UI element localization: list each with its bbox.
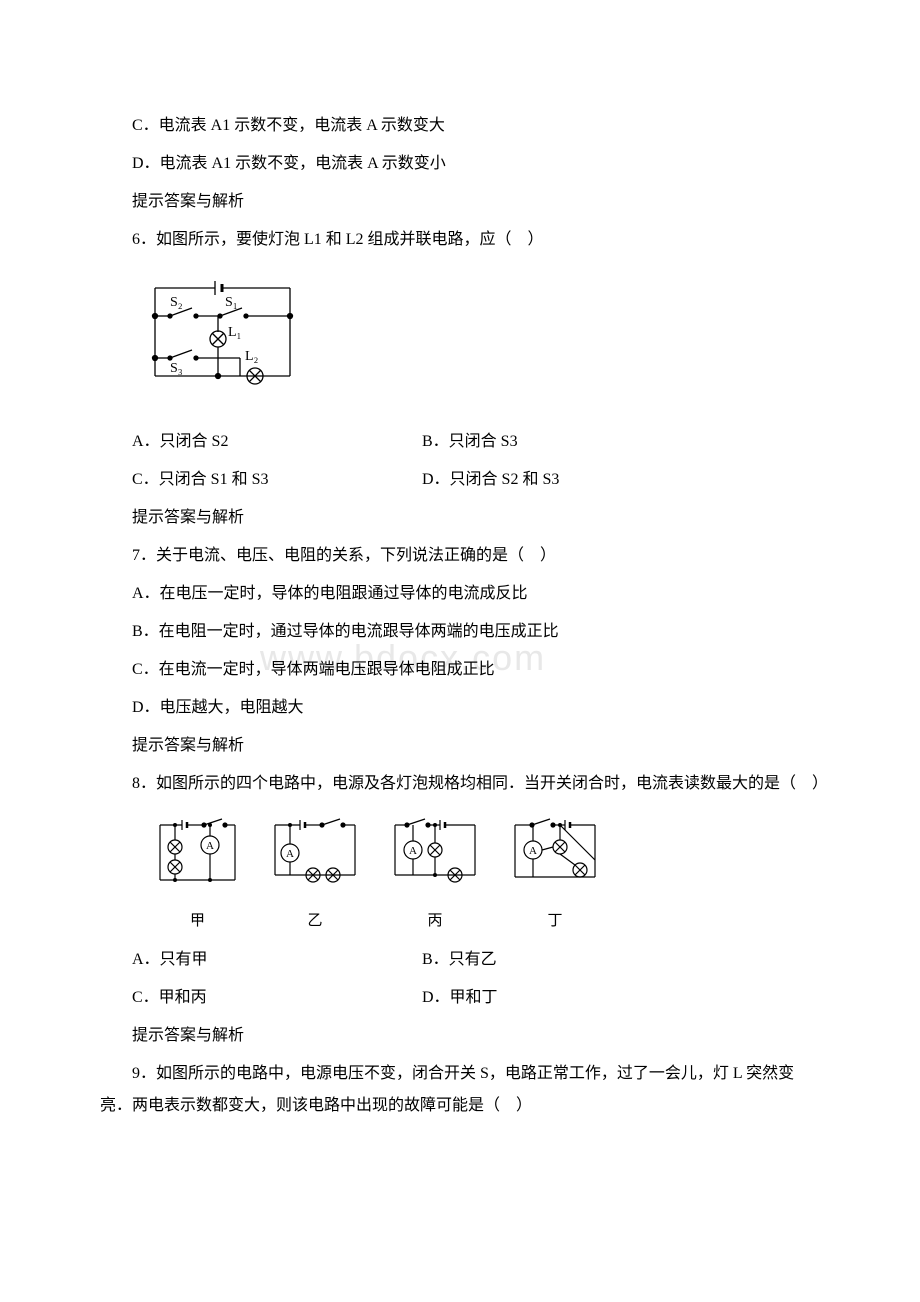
- q9-stem: 9．如图所示的电路中，电源电压不变，闭合开关 S，电路正常工作，过了一会儿，灯 …: [100, 1058, 820, 1122]
- q7-option-b: B．在电阻一定时，通过导体的电流跟导体两端的电压成正比: [100, 616, 820, 648]
- q5-option-c: C．电流表 A1 示数不变，电流表 A 示数变大: [100, 110, 820, 142]
- label-yi: 乙: [265, 906, 365, 936]
- q7-option-a: A．在电压一定时，导体的电阻跟通过导体的电流成反比: [100, 578, 820, 610]
- q7-option-d: D．电压越大，电阻越大: [100, 692, 820, 724]
- q6-hint[interactable]: 提示答案与解析: [100, 502, 820, 534]
- q5-hint[interactable]: 提示答案与解析: [100, 186, 820, 218]
- q8-option-a: A．只有甲: [100, 944, 390, 976]
- svg-text:A: A: [529, 845, 537, 857]
- svg-text:A: A: [286, 848, 294, 860]
- q8-option-c: C．甲和丙: [100, 982, 390, 1014]
- label-jia: 甲: [150, 906, 245, 936]
- q8-stem: 8．如图所示的四个电路中，电源及各灯泡规格均相同．当开关闭合时，电流表读数最大的…: [100, 768, 820, 800]
- label-l2: L₂: [245, 349, 259, 364]
- circuit-yi: A: [265, 815, 365, 890]
- q8-hint[interactable]: 提示答案与解析: [100, 1020, 820, 1052]
- q6-option-a: A．只闭合 S2: [100, 426, 390, 458]
- q7-hint[interactable]: 提示答案与解析: [100, 730, 820, 762]
- q8-option-d: D．甲和丁: [390, 982, 498, 1014]
- q8-circuits: A 甲: [150, 815, 820, 936]
- label-l1: L₁: [228, 325, 241, 340]
- q7-stem: 7．关于电流、电压、电阻的关系，下列说法正确的是（ ）: [100, 540, 820, 572]
- circuit-bing: A: [385, 815, 485, 890]
- q8-option-b: B．只有乙: [390, 944, 497, 976]
- q6-stem: 6．如图所示，要使灯泡 L1 和 L2 组成并联电路，应（ ）: [100, 224, 820, 256]
- circuit-jia: A: [150, 815, 245, 890]
- svg-text:A: A: [206, 840, 214, 852]
- svg-text:A: A: [409, 845, 417, 857]
- q6-circuit-diagram: S₂ S₁ S₃ L₁ L₂: [140, 276, 820, 396]
- q6-option-c: C．只闭合 S1 和 S3: [100, 464, 390, 496]
- label-bing: 丙: [385, 906, 485, 936]
- label-s2: S₂: [170, 295, 183, 310]
- q6-option-d: D．只闭合 S2 和 S3: [390, 464, 559, 496]
- q5-option-d: D．电流表 A1 示数不变，电流表 A 示数变小: [100, 148, 820, 180]
- label-s3: S₃: [170, 361, 183, 376]
- q7-option-c: C．在电流一定时，导体两端电压跟导体电阻成正比: [100, 654, 820, 686]
- label-s1: S₁: [225, 295, 238, 310]
- label-ding: 丁: [505, 906, 605, 936]
- circuit-ding: A: [505, 815, 605, 890]
- q6-option-b: B．只闭合 S3: [390, 426, 518, 458]
